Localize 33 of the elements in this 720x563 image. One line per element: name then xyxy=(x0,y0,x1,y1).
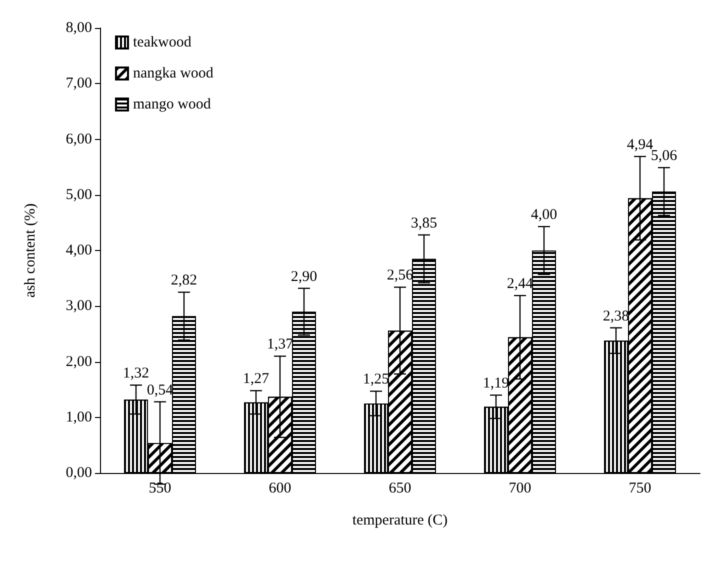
y-tick-label: 3,00 xyxy=(66,298,92,314)
y-tick-label: 0,00 xyxy=(66,465,92,481)
y-axis-title: ash content (%) xyxy=(22,203,38,298)
x-tick-label: 650 xyxy=(388,480,412,496)
data-label: 1,25 xyxy=(362,372,390,388)
x-tick-label: 550 xyxy=(148,480,172,496)
legend-label: mango wood xyxy=(133,96,212,112)
data-label: 1,19 xyxy=(482,376,510,392)
y-tick-label: 8,00 xyxy=(66,20,92,36)
data-label: 2,56 xyxy=(386,268,414,284)
y-tick-label: 2,00 xyxy=(66,354,92,370)
data-label: 0,54 xyxy=(146,382,174,398)
data-label: 2,90 xyxy=(290,268,318,285)
data-label: 4,00 xyxy=(530,207,558,224)
legend-label: nangka wood xyxy=(133,66,214,82)
data-label: 3,85 xyxy=(410,215,438,232)
data-label: 1,32 xyxy=(122,366,150,382)
data-label: 1,27 xyxy=(242,371,270,388)
y-tick-label: 4,00 xyxy=(66,242,92,258)
x-tick-label: 700 xyxy=(508,480,532,496)
y-tick-label: 6,00 xyxy=(66,131,92,148)
data-label: 1,37 xyxy=(266,336,294,353)
legend-label: teakwood xyxy=(133,34,192,50)
y-tick-label: 5,00 xyxy=(66,186,92,203)
data-label: 2,38 xyxy=(602,308,630,324)
y-tick-label: 1,00 xyxy=(66,409,92,426)
x-axis-title: temperature (C) xyxy=(352,512,448,528)
x-tick-label: 600 xyxy=(268,480,292,496)
data-label: 2,82 xyxy=(170,272,198,289)
data-label: 2,44 xyxy=(506,276,534,292)
y-tick-label: 7,00 xyxy=(66,76,92,92)
data-label: 5,06 xyxy=(650,148,678,164)
x-tick-label: 750 xyxy=(628,480,652,496)
